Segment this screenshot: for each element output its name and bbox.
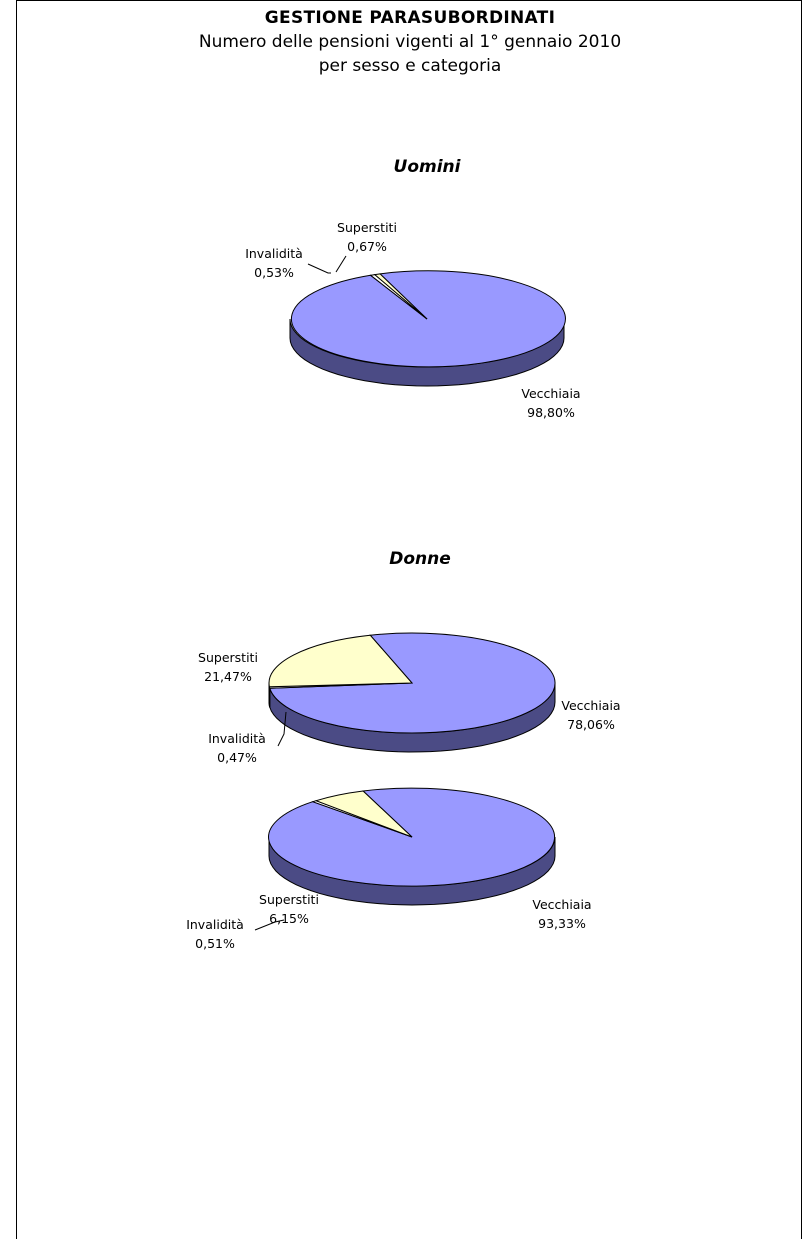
pie-title-donne: Donne — [389, 549, 451, 569]
data-label-name-uomini-vecchiaia: Vecchiaia — [521, 386, 580, 401]
leader-line-uomini-superstiti — [335, 255, 347, 273]
data-label-name-uomini-invalidita: Invalidità — [245, 246, 303, 261]
data-label-name-uomini-superstiti: Superstiti — [337, 220, 397, 235]
data-label-pct-donne-superstiti: 21,47% — [204, 669, 252, 684]
pie-slice-totale-superstiti — [314, 790, 413, 838]
data-label-name-totale-invalidita: Invalidità — [186, 917, 244, 932]
data-label-pct-donne-invalidita: 0,47% — [217, 750, 257, 765]
data-label-pct-donne-vecchiaia: 78,06% — [567, 717, 615, 732]
leader-line-totale-invalidita — [254, 919, 285, 931]
page-subtitle-line-2: per sesso e categoria — [318, 56, 502, 76]
data-label-pct-totale-superstiti: 6,15% — [269, 911, 309, 926]
data-label-name-donne-invalidita: Invalidità — [208, 731, 266, 746]
data-label-pct-uomini-invalidita: 0,53% — [254, 265, 294, 280]
data-label-name-donne-vecchiaia: Vecchiaia — [561, 698, 620, 713]
page-title: GESTIONE PARASUBORDINATI — [264, 8, 556, 28]
chart-frame: GESTIONE PARASUBORDINATI Numero delle pe… — [16, 0, 802, 1239]
data-label-name-totale-superstiti: Superstiti — [259, 892, 319, 907]
pie-title-uomini: Uomini — [394, 157, 462, 177]
leader-line-uomini-invalidita — [307, 263, 331, 274]
data-label-pct-totale-invalidita: 0,51% — [195, 936, 235, 951]
leader-line-donne-invalidita — [277, 711, 287, 747]
pie-slice-uomini-superstiti — [373, 273, 428, 320]
data-label-name-totale-vecchiaia: Vecchiaia — [532, 897, 591, 912]
page-subtitle-line-1: Numero delle pensioni vigenti al 1° genn… — [198, 32, 622, 52]
data-label-pct-uomini-superstiti: 0,67% — [347, 239, 387, 254]
data-label-name-donne-superstiti: Superstiti — [198, 650, 258, 665]
data-label-pct-uomini-vecchiaia: 98,80% — [527, 405, 575, 420]
pie-slice-uomini-vecchiaia — [290, 270, 566, 368]
pie-slice-donne-superstiti — [268, 634, 414, 688]
data-label-pct-totale-vecchiaia: 93,33% — [538, 916, 586, 931]
